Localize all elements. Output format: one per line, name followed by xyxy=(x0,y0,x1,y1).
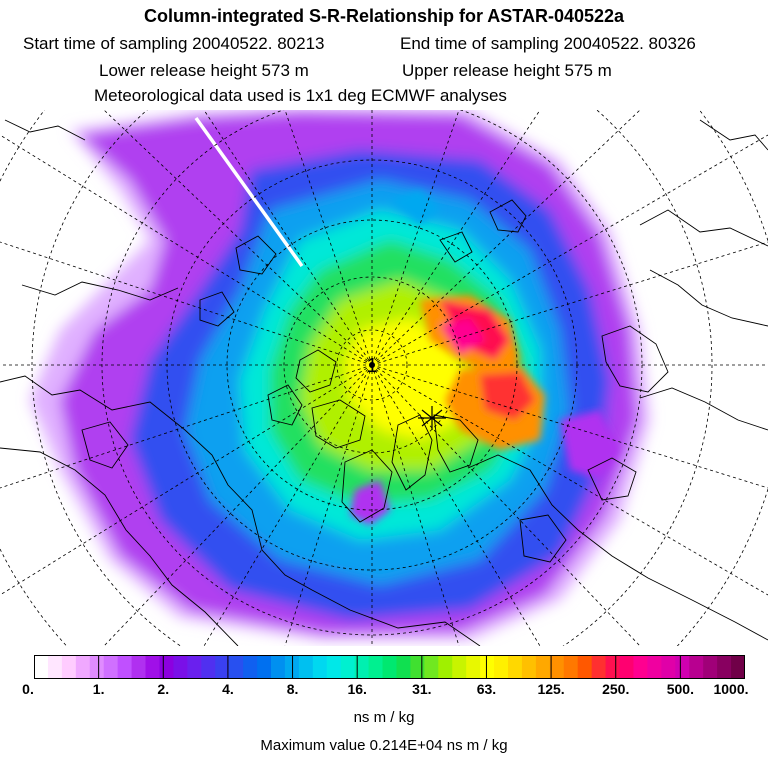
concentration-field xyxy=(30,110,650,640)
colorbar-swatch xyxy=(215,655,230,679)
colorbar-swatch xyxy=(89,655,105,679)
colorbar-swatch xyxy=(438,655,453,679)
colorbar-swatch xyxy=(591,655,607,679)
colorbar-swatch xyxy=(312,655,328,679)
colorbar-swatch xyxy=(521,655,537,679)
colorbar-swatch xyxy=(452,655,467,679)
colorbar-swatch xyxy=(549,655,565,679)
colorbar-frame xyxy=(34,655,745,679)
colorbar-swatch xyxy=(703,655,718,679)
colorbar-swatch xyxy=(494,655,509,679)
colorbar-tick-label: 250. xyxy=(602,681,630,697)
colorbar-swatch xyxy=(717,655,732,679)
colorbar-swatch xyxy=(535,655,551,679)
colorbar xyxy=(34,655,745,679)
colorbar-swatch xyxy=(689,655,704,679)
colorbar-swatch xyxy=(75,655,91,679)
colorbar-swatch xyxy=(159,655,175,679)
colorbar-swatch xyxy=(731,655,745,679)
end-time-label: End time of sampling 20040522. 80326 xyxy=(400,34,696,53)
page-title: Column-integrated S-R-Relationship for A… xyxy=(143,6,625,26)
colorbar-swatch xyxy=(368,655,384,679)
colorbar-swatch xyxy=(34,655,49,679)
colorbar-swatch xyxy=(340,655,356,679)
colorbar-swatch xyxy=(47,655,63,679)
colorbar-swatch xyxy=(173,655,188,679)
colorbar-swatch xyxy=(661,655,676,679)
colorbar-tick-label: 16. xyxy=(347,681,367,697)
colorbar-swatch xyxy=(410,655,425,679)
colorbar-swatch xyxy=(563,655,579,679)
colorbar-tick-label: 31. xyxy=(412,681,432,697)
colorbar-swatch xyxy=(675,655,690,679)
colorbar-swatch xyxy=(480,655,495,679)
colorbar-swatch xyxy=(187,655,202,679)
colorbar-swatch xyxy=(61,655,77,679)
colorbar-swatch xyxy=(298,655,314,679)
colorbar-swatch xyxy=(229,655,244,679)
colorbar-tick-label: 500. xyxy=(666,681,694,697)
colorbar-tick-label: 1. xyxy=(92,681,105,697)
colorbar-tick-label: 8. xyxy=(286,681,299,697)
colorbar-swatch xyxy=(257,655,272,679)
colorbar-tick-label: 125. xyxy=(537,681,565,697)
colorbar-swatch xyxy=(271,655,286,679)
colorbar-units-label: ns m / kg xyxy=(353,709,415,726)
colorbar-tick-label: 63. xyxy=(476,681,497,697)
colorbar-swatch xyxy=(619,655,635,679)
upper-release-height-label: Upper release height 575 m xyxy=(402,61,612,80)
start-time-label: Start time of sampling 20040522. 80213 xyxy=(23,34,325,53)
colorbar-swatch xyxy=(201,655,216,679)
colorbar-swatch xyxy=(145,655,161,679)
map-panel: 1 xyxy=(0,110,768,646)
meteorological-data-label: Meteorological data used is 1x1 deg ECMW… xyxy=(94,86,507,105)
colorbar-tick-label: 0. xyxy=(22,681,34,697)
colorbar-swatch xyxy=(243,655,258,679)
colorbar-swatch xyxy=(326,655,342,679)
colorbar-swatch xyxy=(466,655,481,679)
colorbar-tick-label: 1000. xyxy=(713,681,749,697)
colorbar-swatch xyxy=(396,655,412,679)
colorbar-swatch xyxy=(633,655,649,679)
colorbar-tick-label: 2. xyxy=(157,681,170,697)
coastlines xyxy=(0,119,768,646)
colorbar-swatch xyxy=(354,655,370,679)
graticule xyxy=(0,110,768,646)
colorbar-swatch xyxy=(131,655,147,679)
colorbar-swatch xyxy=(508,655,523,679)
colorbar-tick-label: 4. xyxy=(222,681,234,697)
release-marker xyxy=(418,406,446,430)
lower-release-height-label: Lower release height 573 m xyxy=(99,61,309,80)
maximum-value-label: Maximum value 0.214E+04 ns m / kg xyxy=(260,737,508,754)
colorbar-swatch xyxy=(117,655,133,679)
colorbar-swatch xyxy=(577,655,593,679)
colorbar-swatch xyxy=(103,655,119,679)
colorbar-swatch xyxy=(605,655,621,679)
colorbar-swatch xyxy=(647,655,662,679)
colorbar-swatch xyxy=(382,655,398,679)
colorbar-swatch xyxy=(424,655,439,679)
center-annotation: 1 xyxy=(366,355,377,377)
